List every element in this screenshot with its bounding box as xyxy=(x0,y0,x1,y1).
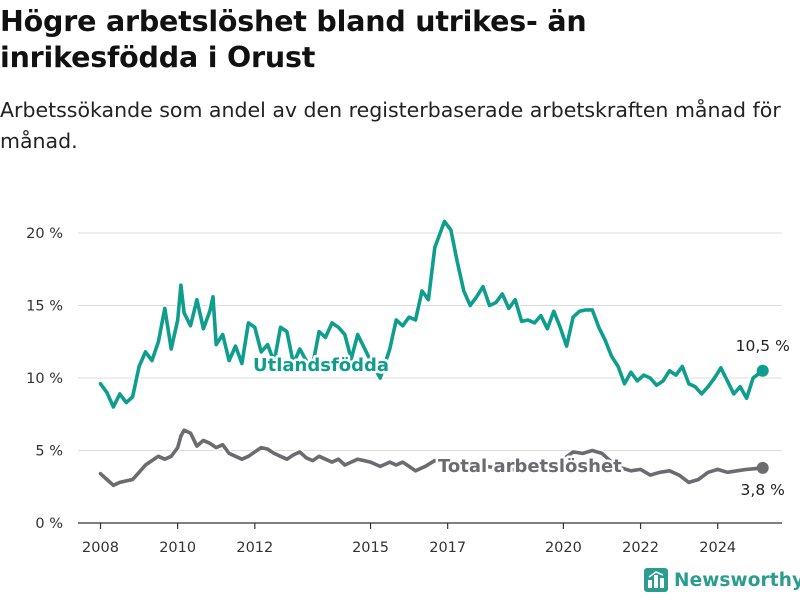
utlandsfodda-end-point xyxy=(756,364,769,377)
bar-chart-logo-icon xyxy=(644,568,668,592)
annotations: 10,5 %3,8 %UtlandsföddaUtlandsföddaTotal… xyxy=(251,337,790,499)
y-tick-label: 0 % xyxy=(35,516,63,532)
x-tick-label: 2010 xyxy=(159,540,196,556)
utlandsfodda-end-label: 10,5 % xyxy=(736,337,790,355)
x-tick-label: 2012 xyxy=(236,540,273,556)
series-halo xyxy=(97,426,766,489)
utlandsfodda-line xyxy=(98,219,765,409)
chart-subtitle: Arbetssökande som andel av den registerb… xyxy=(0,98,781,153)
axes: 0 % 5 % 10 % 15 % 20 % 2008 2010 2012 2015 2017 20… xyxy=(26,226,782,556)
x-tick-label: 2024 xyxy=(699,540,736,556)
utlandsfodda-annotation: Utlandsfödda xyxy=(253,355,389,376)
brand-name: Newsworthy xyxy=(674,569,800,591)
y-tick-label: 20 % xyxy=(26,226,63,242)
x-tick-label: 2017 xyxy=(429,540,466,556)
brand: Newsworthy xyxy=(644,568,800,592)
x-tick-label: 2015 xyxy=(352,540,389,556)
total-end-label: 3,8 % xyxy=(741,481,785,499)
y-tick-label: 15 % xyxy=(26,299,63,315)
x-tick-label: 2020 xyxy=(545,540,582,556)
series-lines xyxy=(97,218,769,489)
y-tick-label: 10 % xyxy=(26,371,63,387)
total-annotation: Total arbetslöshet xyxy=(438,456,622,477)
x-tick-label: 2008 xyxy=(82,540,119,556)
y-tick-label: 5 % xyxy=(35,444,63,460)
series-annotation-halo: Total arbetslöshet xyxy=(438,456,622,477)
chart-title: Högre arbetslöshet bland utrikes- än inr… xyxy=(0,5,587,74)
total-end-point xyxy=(756,461,769,474)
total-line xyxy=(98,428,765,488)
series-annotation-halo: Utlandsfödda xyxy=(253,355,389,376)
x-tick-label: 2022 xyxy=(622,540,659,556)
